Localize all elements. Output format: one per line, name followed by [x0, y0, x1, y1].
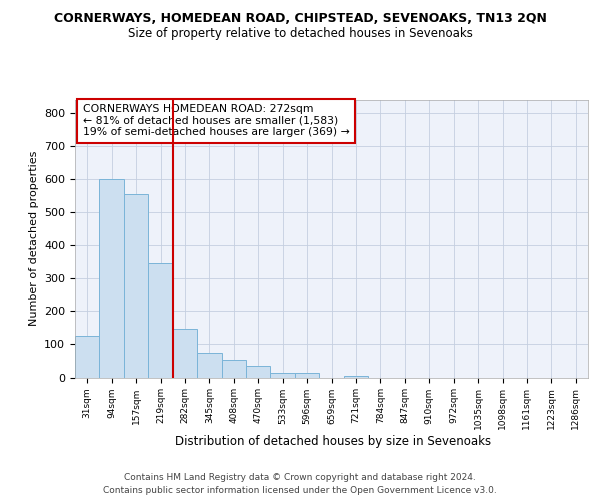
Bar [100, 180, 124, 378]
Bar [148, 262, 173, 378]
Bar [344, 376, 368, 378]
Text: CORNERWAYS HOMEDEAN ROAD: 272sqm
← 81% of detached houses are smaller (1,583)
19: CORNERWAYS HOMEDEAN ROAD: 272sqm ← 81% o… [83, 104, 349, 138]
Text: Contains public sector information licensed under the Open Government Licence v3: Contains public sector information licen… [103, 486, 497, 495]
Bar [124, 194, 148, 378]
Bar [221, 360, 246, 378]
Text: Size of property relative to detached houses in Sevenoaks: Size of property relative to detached ho… [128, 28, 472, 40]
Bar [197, 352, 221, 378]
Text: Contains HM Land Registry data © Crown copyright and database right 2024.: Contains HM Land Registry data © Crown c… [124, 472, 476, 482]
Text: CORNERWAYS, HOMEDEAN ROAD, CHIPSTEAD, SEVENOAKS, TN13 2QN: CORNERWAYS, HOMEDEAN ROAD, CHIPSTEAD, SE… [53, 12, 547, 26]
Bar [295, 373, 319, 378]
Bar [246, 366, 271, 378]
Bar [271, 372, 295, 378]
Bar [75, 336, 100, 378]
Bar [173, 328, 197, 378]
Y-axis label: Number of detached properties: Number of detached properties [29, 151, 38, 326]
Text: Distribution of detached houses by size in Sevenoaks: Distribution of detached houses by size … [175, 435, 491, 448]
